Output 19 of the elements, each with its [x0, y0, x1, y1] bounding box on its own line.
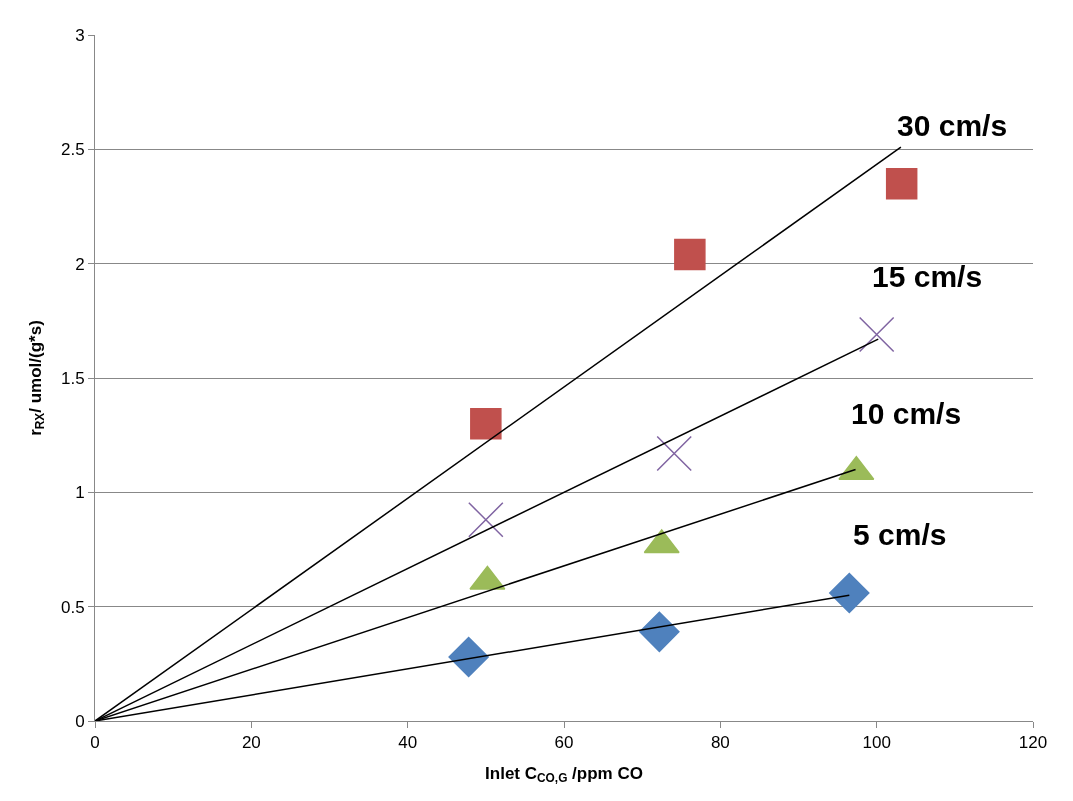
- x-tick-label: 0: [90, 733, 100, 753]
- x-tick-label: 40: [398, 733, 418, 753]
- x-tick-label: 100: [862, 733, 891, 753]
- x-tick-label: 80: [710, 733, 730, 753]
- y-tick-label: 2: [75, 254, 85, 274]
- y-tick-label: 0.5: [60, 597, 85, 617]
- x-tick-label: 60: [554, 733, 574, 753]
- y-tick-label: 3: [75, 25, 85, 45]
- series-label: 10 cm/s: [851, 397, 962, 430]
- x-tick-label: 120: [1018, 733, 1048, 753]
- x-tick-label: 20: [241, 733, 261, 753]
- series-label: 5 cm/s: [853, 518, 947, 551]
- y-tick-label: 1: [75, 483, 85, 503]
- y-tick-label: 2.5: [60, 140, 85, 160]
- series-label: 15 cm/s: [872, 260, 983, 293]
- y-tick-label: 0: [75, 711, 85, 731]
- series-label: 30 cm/s: [897, 109, 1008, 142]
- x-axis-title: Inlet C$_{CO,G}$ /ppm CO: [485, 763, 643, 786]
- y-tick-label: 1.5: [60, 368, 85, 388]
